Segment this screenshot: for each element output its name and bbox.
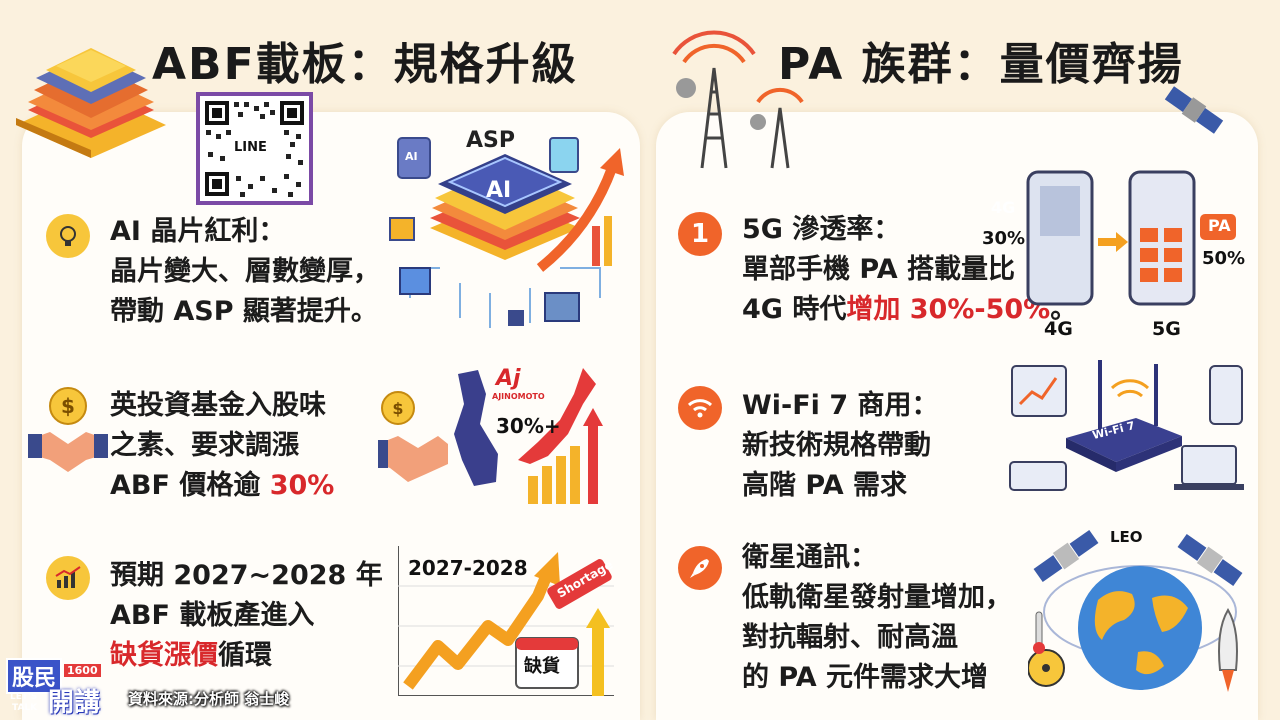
ajinomoto-illustration: $ — [378, 368, 603, 504]
right-item-3: 衛星通訊： 低軌衛星發射量增加， 對抗輻射、耐高溫 的 PA 元件需求大增 — [742, 538, 1012, 698]
ajinomoto-mark: Aj — [496, 366, 521, 391]
svg-text:$: $ — [61, 394, 75, 418]
svg-text:$: $ — [392, 399, 403, 418]
cell-tower-icon — [672, 30, 804, 169]
source-credit: 資料來源:分析師 翁士峻 — [128, 690, 290, 708]
left-item-2-line-3-prefix: ABF 價格逾 — [110, 470, 270, 501]
asp-label: ASP — [466, 128, 515, 153]
phones-illustration — [1026, 86, 1236, 306]
left-item-1-line-2: 晶片變大、層數變厚， — [110, 256, 380, 287]
left-item-3-line-1: 預期 2027~2028 年 — [110, 560, 383, 591]
phone-5g-label: 5G — [1152, 318, 1181, 340]
shortage-chart-illustration — [398, 546, 614, 696]
number-badge-1-text: 1 — [690, 219, 710, 249]
line-qr-code[interactable]: LINE — [196, 92, 313, 205]
left-item-1: AI 晶片紅利： 晶片變大、層數變厚， 帶動 ASP 顯著提升。 — [110, 212, 380, 332]
logo-sub: 開講 — [48, 688, 101, 718]
ajinomoto-logo-text: AJINOMOTO — [492, 392, 545, 401]
right-item-2: Wi-Fi 7 商用： 新技術規格帶動 高階 PA 需求 — [742, 386, 939, 506]
right-item-2-line-2: 新技術規格帶動 — [742, 430, 931, 461]
period-label: 2027-2028 — [408, 556, 528, 580]
qr-line-label: LINE — [234, 140, 267, 155]
left-item-3-line-3: 缺貨漲價循環 — [110, 636, 383, 676]
handshake-coin-icon: $ — [28, 387, 108, 472]
leo-label: LEO — [1110, 528, 1143, 546]
chip-pa-label: PA — [1208, 216, 1231, 235]
right-item-3-line-4: 的 PA 元件需求大增 — [742, 662, 989, 693]
left-item-2-highlight: 30% — [269, 470, 335, 501]
chip-4g-label: 4G — [991, 198, 1016, 217]
chip-stack-icon — [16, 48, 166, 158]
show-logo: 股民 1600 開講 LET'S TALK — [4, 656, 122, 718]
left-item-3-line-3-suffix: 循環 — [218, 640, 272, 671]
left-item-1-line-3: 帶動 ASP 顯著提升。 — [110, 296, 378, 327]
growth-chart-icon — [46, 556, 90, 600]
pct-4g-label: 30% — [982, 228, 1026, 249]
left-item-2-line-1: 英投資基金入股味 — [110, 390, 326, 421]
ai-chip-label: AI — [486, 178, 512, 203]
left-item-2-line-2: 之素、要求調漲 — [110, 430, 299, 461]
left-title: ABF載板：規格升級 — [152, 39, 578, 90]
right-item-3-line-3: 對抗輻射、耐高溫 — [742, 622, 958, 653]
right-item-1-line-1: 5G 滲透率： — [742, 214, 901, 245]
wifi7-router-illustration — [1009, 360, 1244, 491]
right-item-1-line-3-prefix: 4G 時代 — [742, 294, 847, 325]
qr-pattern — [205, 101, 304, 197]
wifi-icon — [678, 386, 722, 430]
left-item-1-line-1: AI 晶片紅利： — [110, 216, 286, 247]
left-item-3: 預期 2027~2028 年 ABF 載板產進入 缺貨漲價循環 — [110, 556, 383, 676]
left-item-3-line-2: ABF 載板產進入 — [110, 600, 315, 631]
logo-lets: LET'S — [10, 692, 38, 702]
ai-small-chip-label: AI — [405, 150, 418, 163]
right-title: PA 族群：量價齊揚 — [778, 39, 1184, 90]
left-item-2: 英投資基金入股味 之素、要求調漲 ABF 價格逾 30% — [110, 386, 334, 506]
thirty-plus-label: 30%+ — [496, 414, 561, 438]
number-badge-1: 1 — [678, 212, 722, 256]
right-item-2-line-1: Wi-Fi 7 商用： — [742, 390, 939, 421]
rocket-icon — [678, 546, 722, 590]
right-item-1-highlight: 增加 30%-50% — [846, 294, 1051, 325]
calendar-shortage-label: 缺貨 — [524, 656, 560, 677]
logo-talk: TALK — [12, 703, 38, 713]
satellite-globe-illustration — [1028, 529, 1243, 692]
phone-4g-label: 4G — [1044, 318, 1073, 340]
right-item-2-line-3: 高階 PA 需求 — [742, 470, 908, 501]
ai-chip-illustration — [389, 137, 624, 328]
logo-num: 1600 — [64, 664, 101, 677]
lightbulb-icon — [46, 214, 90, 258]
left-item-2-line-3: ABF 價格逾 30% — [110, 466, 334, 506]
logo-main: 股民 — [6, 658, 63, 694]
right-item-1-line-2: 單部手機 PA 搭載量比 — [742, 254, 1016, 285]
right-item-3-line-1: 衛星通訊： — [742, 542, 877, 573]
right-item-3-line-2: 低軌衛星發射量增加， — [742, 582, 1012, 613]
left-item-3-highlight: 缺貨漲價 — [110, 640, 218, 671]
pct-pa-label: 50% — [1202, 248, 1246, 269]
